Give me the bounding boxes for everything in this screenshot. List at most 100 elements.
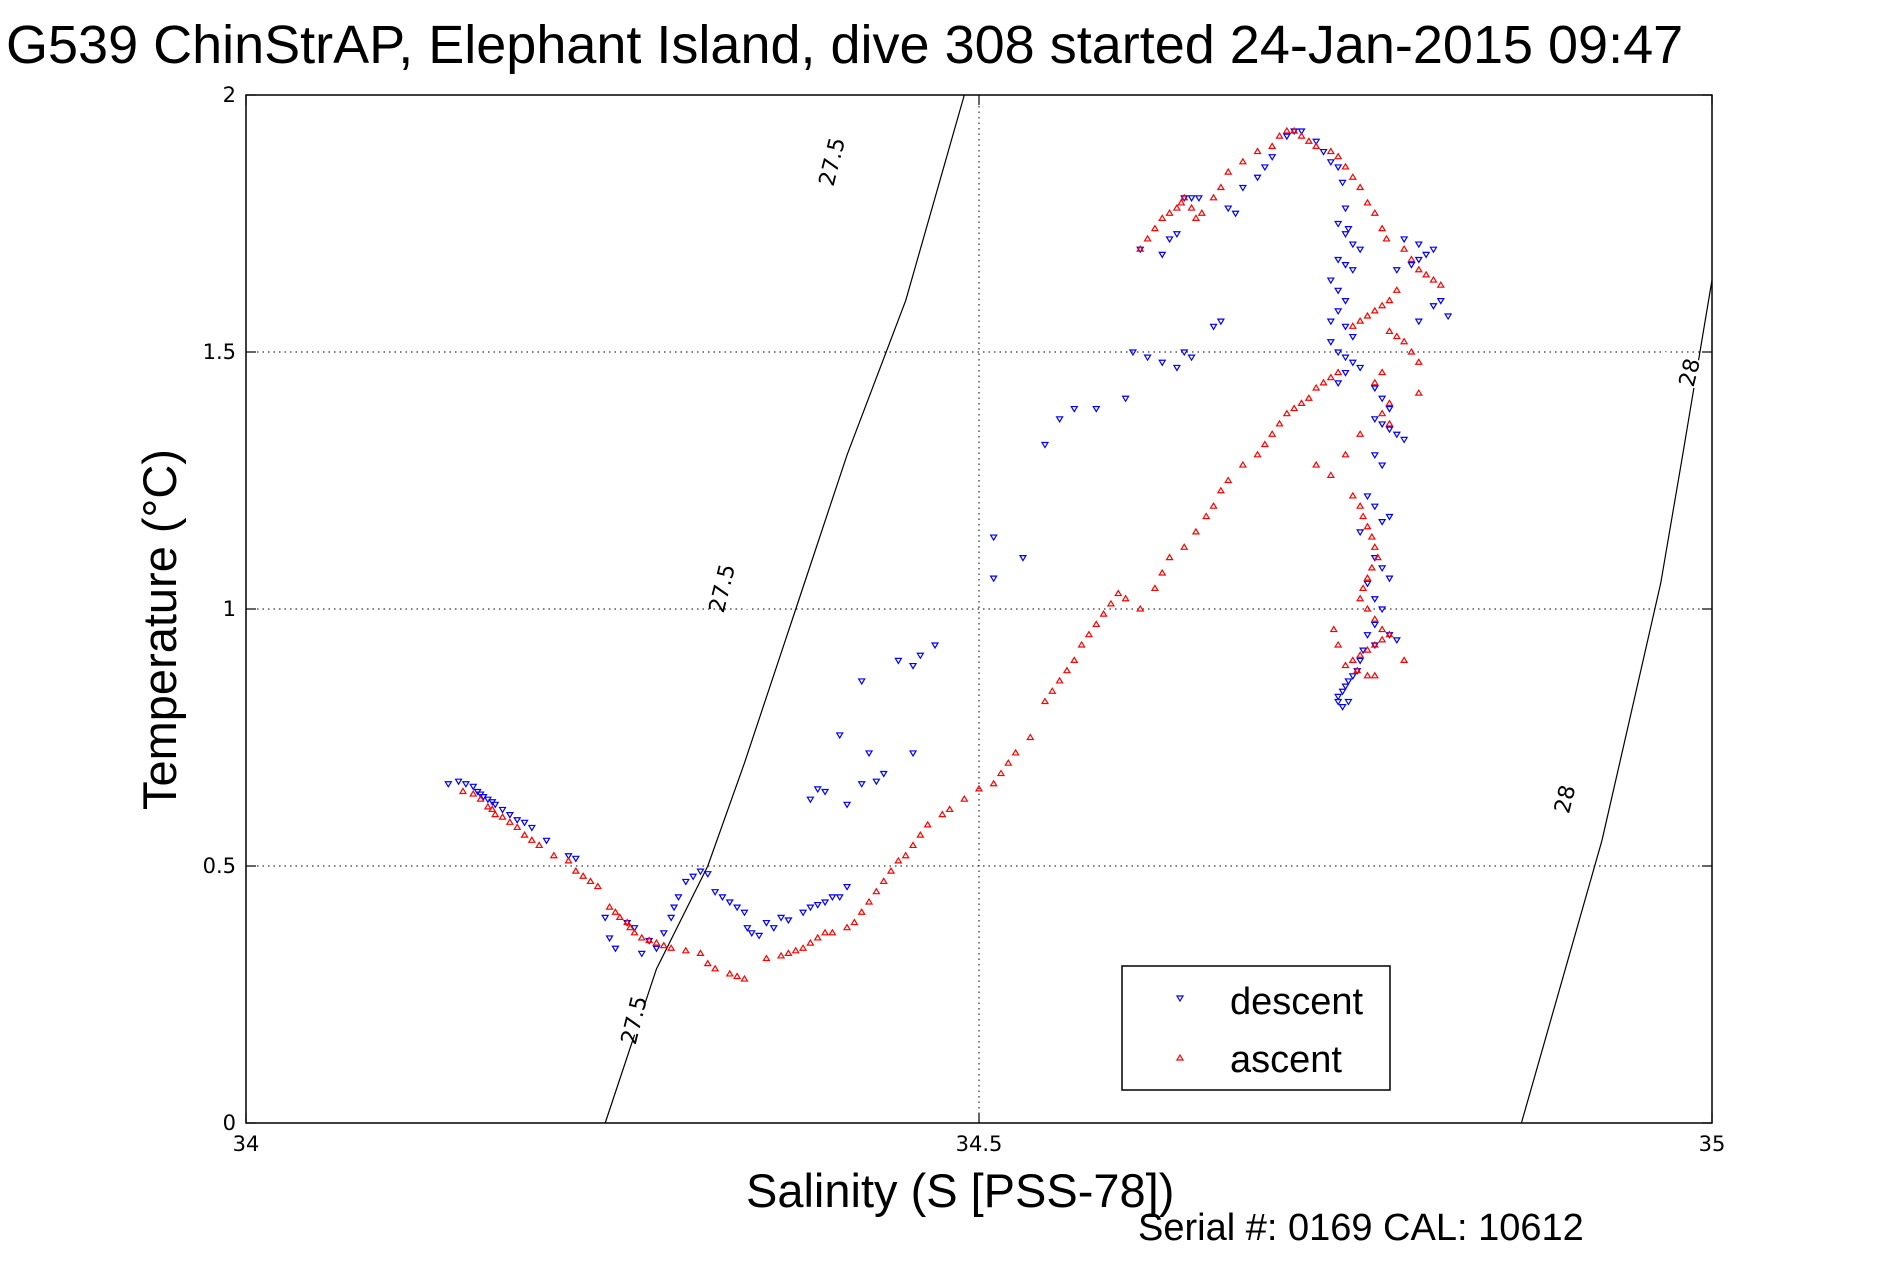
descent-point — [1400, 436, 1409, 444]
descent-point — [1341, 231, 1350, 238]
descent-point — [1334, 698, 1343, 706]
ascent-point — [1055, 676, 1064, 684]
descent-point — [1378, 462, 1387, 470]
descent-point — [652, 945, 661, 953]
descent-point — [908, 750, 918, 758]
ascent-point — [1290, 404, 1299, 412]
ascent-point — [1370, 671, 1379, 679]
ascent-point — [1197, 209, 1206, 216]
x-axis-ticks: 34 34.5 35 — [233, 95, 1725, 1156]
ascent-point — [1334, 368, 1343, 376]
descent-point — [1378, 395, 1387, 403]
ascent-point — [681, 946, 690, 954]
ascent-point — [1158, 214, 1167, 221]
ascent-point — [1348, 491, 1357, 499]
ascent-point — [1268, 142, 1277, 149]
descent-point — [1370, 596, 1379, 603]
ascent-point — [527, 836, 536, 843]
descent-point — [1363, 632, 1372, 639]
ascent-point — [1367, 563, 1376, 571]
descent-point — [1378, 606, 1387, 614]
descent-point — [1392, 637, 1401, 645]
ascent-point — [1385, 399, 1394, 406]
contour-label-gap — [1532, 778, 1598, 821]
ascent-point — [1177, 198, 1186, 206]
descent-point — [1370, 385, 1379, 393]
ascent-point — [667, 944, 676, 951]
descent-point — [806, 796, 815, 804]
contour-label-gap — [799, 140, 865, 183]
ascent-point — [491, 810, 500, 818]
ascent-point — [1084, 630, 1094, 638]
ascent-point — [1378, 625, 1387, 633]
y-tick-label: 0 — [223, 1111, 236, 1135]
ascent-point — [989, 779, 998, 787]
descent-point — [1341, 354, 1350, 362]
descent-point — [1344, 226, 1353, 233]
descent-point — [1338, 704, 1347, 711]
descent-point — [1092, 405, 1101, 413]
ascent-point — [1382, 234, 1391, 242]
ascent-point — [1356, 183, 1365, 191]
descent-point — [769, 925, 778, 932]
ascent-point — [1011, 748, 1020, 756]
descent-point — [513, 817, 522, 824]
descent-point — [1040, 441, 1050, 449]
descent-point — [1436, 298, 1445, 305]
ascent-point — [908, 841, 918, 849]
ascent-point — [1359, 512, 1368, 520]
descent-point — [1334, 380, 1343, 388]
descent-point — [835, 894, 844, 902]
scatter-points — [444, 126, 1453, 982]
y-tick-label: 0.5 — [203, 854, 236, 878]
descent-point — [1356, 364, 1365, 372]
descent-point — [1385, 405, 1394, 413]
descent-point — [813, 786, 822, 794]
ascent-point — [1165, 553, 1174, 561]
ascent-point — [1191, 214, 1201, 221]
ascent-point — [1370, 543, 1379, 550]
ascent-point — [645, 936, 654, 944]
ascent-point — [1422, 270, 1431, 278]
descent-point — [542, 837, 551, 845]
ascent-point — [791, 946, 800, 954]
ascent-point — [1312, 383, 1321, 391]
ascent-point — [1158, 568, 1167, 576]
descent-point — [777, 914, 786, 922]
ascent-point — [1224, 167, 1233, 175]
ascent-point — [659, 941, 668, 949]
ascent-point — [1359, 584, 1368, 592]
descent-point — [1268, 154, 1277, 161]
ascent-point — [872, 887, 881, 895]
ascent-point — [1363, 671, 1372, 679]
descent-point — [747, 930, 756, 937]
contour-label-gap — [601, 999, 667, 1042]
contour-label-gap — [689, 567, 755, 610]
descent-point — [835, 732, 844, 740]
y-axis-ticks: 0 0.5 1 1.5 2 — [203, 83, 1712, 1135]
ascent-point — [1040, 697, 1050, 705]
ascent-point — [483, 802, 492, 810]
ascent-point — [1414, 265, 1423, 273]
ascent-point — [1385, 327, 1394, 335]
descent-point — [611, 945, 620, 953]
y-tick-label: 1 — [223, 597, 236, 621]
descent-point — [1319, 148, 1328, 156]
descent-point — [711, 889, 720, 896]
x-axis-label: Salinity (S [PSS-78]) — [746, 1164, 1174, 1217]
ascent-point — [1348, 322, 1357, 329]
descent-point — [469, 783, 478, 791]
ascent-point — [1312, 460, 1321, 468]
ascent-point — [1077, 640, 1086, 648]
ascent-point — [1275, 131, 1284, 139]
ascent-point — [1414, 358, 1423, 365]
ascent-point — [945, 805, 954, 813]
descent-point — [879, 770, 888, 778]
descent-point — [930, 642, 940, 650]
descent-point — [1172, 364, 1181, 372]
descent-point — [1400, 236, 1409, 244]
ascent-point — [1378, 635, 1387, 643]
y-tick-label: 1.5 — [203, 340, 236, 364]
ascent-point — [696, 949, 705, 956]
ascent-point — [1114, 589, 1123, 597]
